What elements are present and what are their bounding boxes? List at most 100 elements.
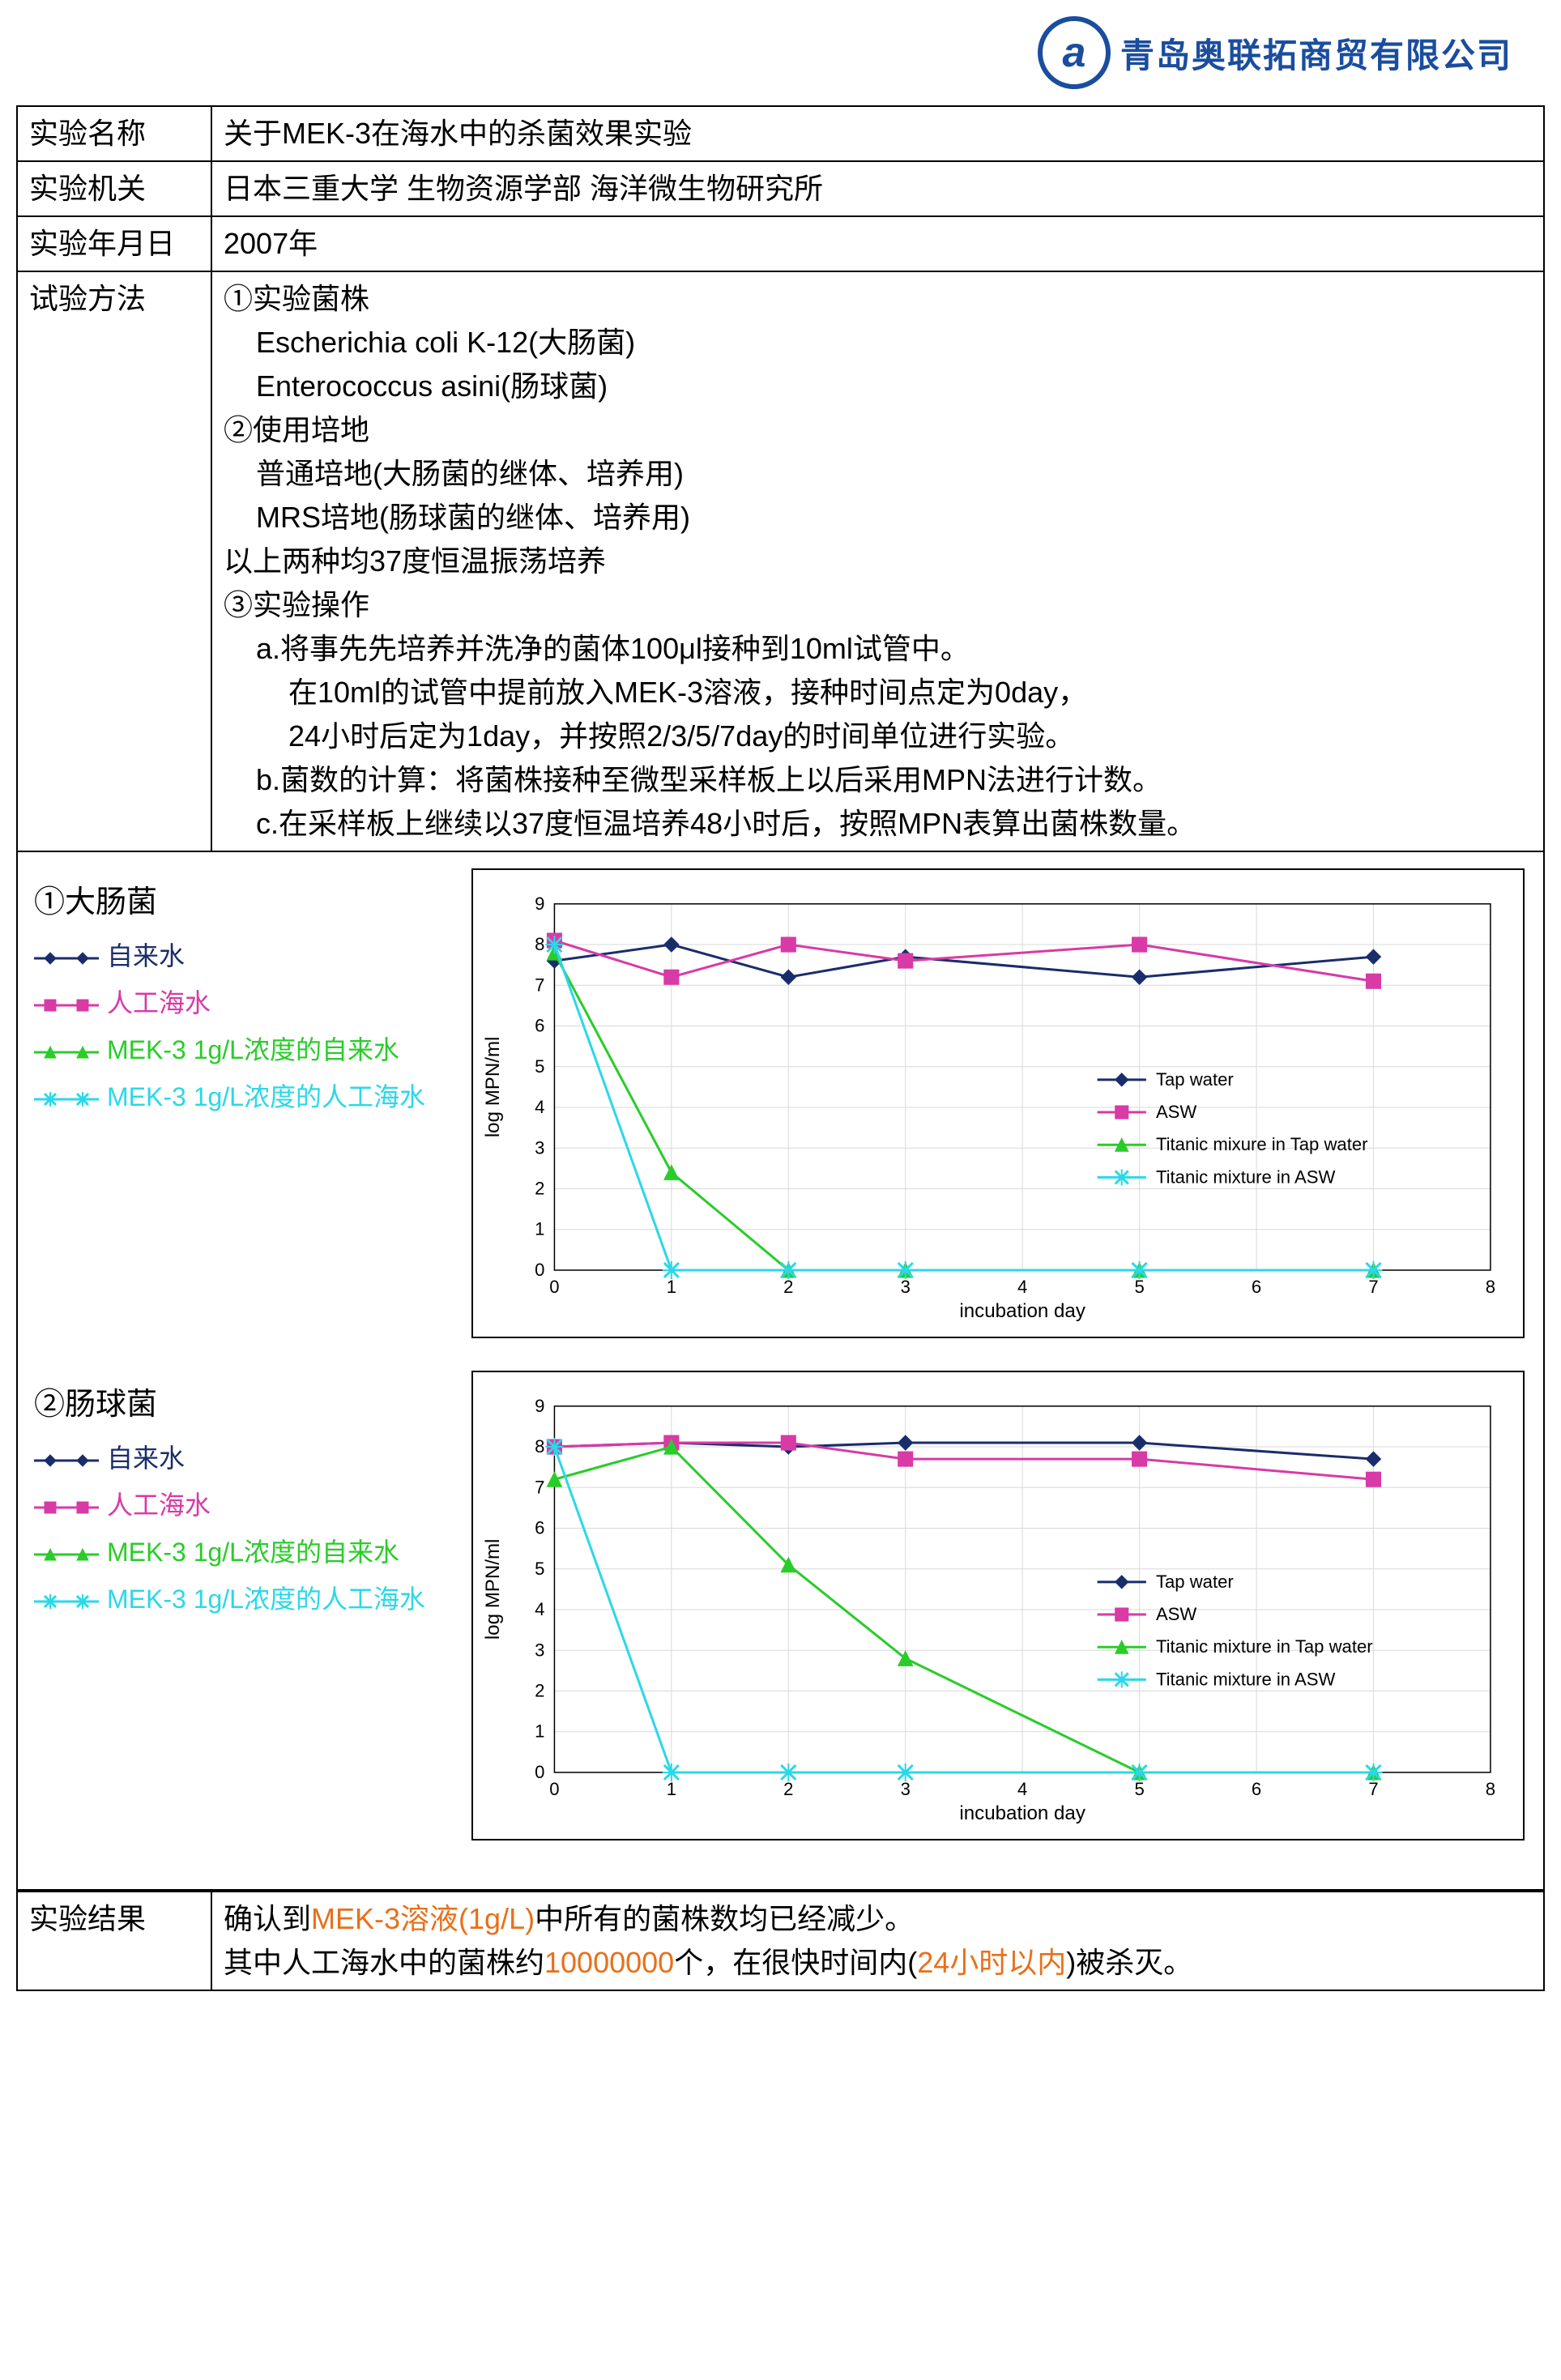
svg-text:3: 3	[535, 1137, 544, 1158]
svg-text:5: 5	[535, 1056, 544, 1077]
info-label: 实验名称	[17, 106, 211, 161]
svg-text:7: 7	[535, 1477, 544, 1497]
svg-text:8: 8	[535, 1436, 544, 1457]
info-value: 2007年	[211, 216, 1544, 271]
svg-text:incubation day: incubation day	[959, 1802, 1085, 1824]
svg-text:1: 1	[667, 1779, 676, 1799]
method-content: ①实验菌株Escherichia coli K-12(大肠菌)Enterococ…	[211, 271, 1544, 851]
svg-text:7: 7	[535, 975, 544, 995]
svg-text:7: 7	[1368, 1277, 1378, 1297]
svg-text:1: 1	[535, 1721, 544, 1742]
svg-text:Tap water: Tap water	[1156, 1069, 1234, 1090]
svg-text:2: 2	[783, 1277, 793, 1297]
svg-text:log MPN/ml: log MPN/ml	[482, 1037, 504, 1138]
svg-text:Titanic mixture in Tap water: Titanic mixture in Tap water	[1156, 1636, 1373, 1657]
svg-text:1: 1	[667, 1277, 676, 1297]
svg-text:4: 4	[1017, 1277, 1027, 1297]
svg-text:9: 9	[535, 1396, 544, 1416]
svg-text:7: 7	[1368, 1779, 1378, 1799]
svg-text:8: 8	[1486, 1779, 1495, 1799]
logo-icon: a	[1038, 16, 1111, 89]
chart-box: 0 1 2 3 4 5 6 7 8 9 0 1 2 3 4 5 6 7 8 incubation day log MPN…	[471, 1371, 1525, 1840]
company-name: 青岛奥联拓商贸有限公司	[1120, 28, 1512, 78]
info-value: 日本三重大学 生物资源学部 海洋微生物研究所	[211, 161, 1544, 216]
svg-text:6: 6	[535, 1518, 544, 1538]
side-legend-label: 人工海水	[107, 983, 211, 1020]
side-legend-label: 人工海水	[107, 1485, 211, 1522]
svg-text:3: 3	[901, 1277, 911, 1297]
svg-text:0: 0	[549, 1779, 559, 1799]
result-text: 确认到MEK-3溶液(1g/L)中所有的菌株数均已经减少。其中人工海水中的菌株约…	[211, 1892, 1544, 1990]
svg-text:3: 3	[535, 1640, 544, 1660]
svg-text:0: 0	[535, 1762, 544, 1782]
chart-title: ②肠球菌	[34, 1379, 455, 1423]
svg-text:Titanic mixture in ASW: Titanic mixture in ASW	[1156, 1669, 1336, 1689]
side-legend-item: MEK-3 1g/L浓度的人工海水	[34, 1077, 455, 1114]
info-value: 关于MEK-3在海水中的杀菌效果实验	[211, 106, 1544, 161]
svg-text:ASW: ASW	[1156, 1604, 1196, 1624]
svg-text:Titanic mixture in ASW: Titanic mixture in ASW	[1156, 1167, 1336, 1187]
legend-marker-icon	[34, 1447, 99, 1466]
chart-side-legend: ①大肠菌 自来水 人工海水 MEK-3 1g/L浓度的自来水 MEK-3 1g/…	[34, 868, 455, 1124]
svg-text:2: 2	[535, 1681, 544, 1701]
chart-svg: 0 1 2 3 4 5 6 7 8 9 0 1 2 3 4 5 6 7 8 incubation day log MPN…	[481, 1388, 1507, 1831]
legend-marker-icon	[34, 1086, 99, 1105]
svg-text:incubation day: incubation day	[959, 1300, 1085, 1322]
experiment-info-table: 实验名称关于MEK-3在海水中的杀菌效果实验实验机关日本三重大学 生物资源学部 …	[16, 105, 1545, 852]
svg-text:4: 4	[535, 1599, 544, 1619]
svg-text:6: 6	[1252, 1779, 1261, 1799]
side-legend-label: MEK-3 1g/L浓度的自来水	[107, 1030, 399, 1067]
svg-text:6: 6	[535, 1016, 544, 1036]
side-legend-label: MEK-3 1g/L浓度的人工海水	[107, 1077, 425, 1114]
side-legend-item: MEK-3 1g/L浓度的自来水	[34, 1532, 455, 1569]
svg-text:5: 5	[1134, 1779, 1144, 1799]
legend-marker-icon	[34, 945, 99, 964]
header-logo: a 青岛奥联拓商贸有限公司	[16, 16, 1545, 89]
side-legend-label: MEK-3 1g/L浓度的自来水	[107, 1532, 399, 1569]
svg-text:4: 4	[1017, 1779, 1027, 1799]
svg-text:Tap water: Tap water	[1156, 1572, 1234, 1592]
legend-marker-icon	[34, 1039, 99, 1058]
svg-text:3: 3	[901, 1779, 911, 1799]
chart-title: ①大肠菌	[34, 877, 455, 921]
side-legend-item: 自来水	[34, 936, 455, 973]
svg-text:log MPN/ml: log MPN/ml	[482, 1539, 504, 1640]
side-legend-label: MEK-3 1g/L浓度的人工海水	[107, 1579, 425, 1616]
chart-box: 0123456789012345678incubation daylog MPN…	[471, 868, 1525, 1338]
result-label: 实验结果	[17, 1892, 211, 1990]
chart-side-legend: ②肠球菌 自来水 人工海水 MEK-3 1g/L浓度的自来水 MEK-3 1g/…	[34, 1371, 455, 1626]
svg-text:4: 4	[535, 1097, 544, 1117]
info-label: 实验年月日	[17, 216, 211, 271]
svg-text:0: 0	[535, 1260, 544, 1280]
svg-text:5: 5	[1134, 1277, 1144, 1297]
legend-marker-icon	[34, 992, 99, 1011]
side-legend-label: 自来水	[107, 1438, 185, 1475]
logo-glyph: a	[1063, 28, 1086, 77]
legend-marker-icon	[34, 1588, 99, 1607]
side-legend-item: 人工海水	[34, 983, 455, 1020]
legend-marker-icon	[34, 1541, 99, 1560]
result-table: 实验结果 确认到MEK-3溶液(1g/L)中所有的菌株数均已经减少。其中人工海水…	[16, 1891, 1545, 1991]
method-label: 试验方法	[17, 271, 211, 851]
svg-text:9: 9	[535, 894, 544, 914]
svg-text:5: 5	[535, 1559, 544, 1579]
svg-text:8: 8	[1486, 1277, 1495, 1297]
svg-text:0: 0	[549, 1277, 559, 1297]
side-legend-item: 人工海水	[34, 1485, 455, 1522]
charts-section: ①大肠菌 自来水 人工海水 MEK-3 1g/L浓度的自来水 MEK-3 1g/…	[16, 852, 1545, 1891]
chart-svg: 0123456789012345678incubation daylog MPN…	[481, 886, 1507, 1329]
svg-text:6: 6	[1252, 1277, 1261, 1297]
side-legend-item: 自来水	[34, 1438, 455, 1475]
side-legend-item: MEK-3 1g/L浓度的人工海水	[34, 1579, 455, 1616]
svg-text:1: 1	[535, 1219, 544, 1239]
legend-marker-icon	[34, 1494, 99, 1513]
svg-text:Titanic mixure in Tap water: Titanic mixure in Tap water	[1156, 1134, 1368, 1154]
chart-row: ②肠球菌 自来水 人工海水 MEK-3 1g/L浓度的自来水 MEK-3 1g/…	[34, 1371, 1527, 1840]
chart-row: ①大肠菌 自来水 人工海水 MEK-3 1g/L浓度的自来水 MEK-3 1g/…	[34, 868, 1527, 1338]
svg-text:8: 8	[535, 934, 544, 954]
side-legend-label: 自来水	[107, 936, 185, 973]
info-label: 实验机关	[17, 161, 211, 216]
side-legend-item: MEK-3 1g/L浓度的自来水	[34, 1030, 455, 1067]
svg-text:ASW: ASW	[1156, 1102, 1196, 1122]
svg-text:2: 2	[783, 1779, 793, 1799]
